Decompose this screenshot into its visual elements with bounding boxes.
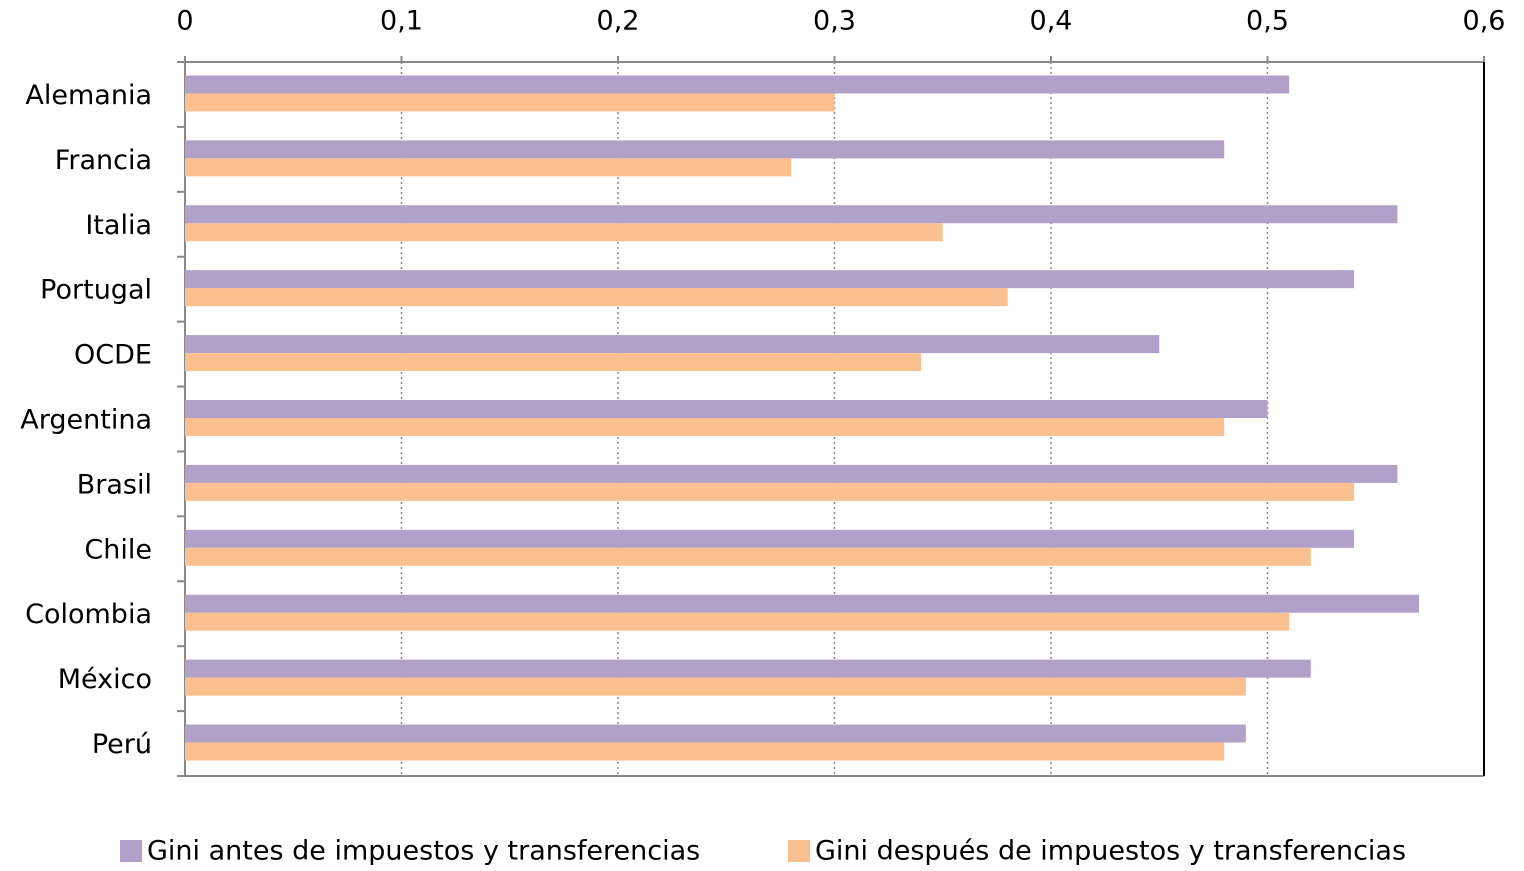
y-tick-label: Italia (85, 210, 152, 241)
bar (185, 270, 1355, 289)
legend-label: Gini después de impuestos y transferenci… (815, 836, 1406, 867)
x-tick-label: 0,4 (1030, 6, 1073, 37)
bar (185, 353, 922, 372)
bar (185, 93, 835, 112)
y-tick-label: México (58, 664, 152, 695)
y-tick-label: Perú (92, 729, 152, 760)
bar (185, 140, 1225, 159)
bar (185, 400, 1268, 418)
y-tick-label: Chile (84, 534, 152, 565)
x-tick-label: 0,2 (597, 6, 640, 37)
bar (185, 547, 1311, 566)
bar (185, 482, 1355, 501)
bar (185, 677, 1246, 696)
x-tick-label: 0,6 (1463, 6, 1506, 37)
bar (185, 288, 1008, 307)
bar (185, 223, 943, 242)
bar (185, 529, 1355, 548)
y-tick-label: Argentina (20, 405, 152, 436)
bar (185, 418, 1225, 436)
x-tick-label: 0,5 (1246, 6, 1289, 37)
bar (185, 742, 1225, 761)
y-tick-label: Francia (55, 145, 152, 176)
bar (185, 659, 1311, 678)
x-tick-label: 0,3 (813, 6, 856, 37)
legend-swatch (788, 840, 810, 862)
legend-swatch (120, 840, 142, 862)
bar (185, 594, 1420, 613)
bar (185, 724, 1246, 743)
y-tick-label: Alemania (25, 80, 152, 111)
y-tick-label: Colombia (25, 599, 152, 630)
bar (185, 612, 1290, 631)
y-tick-label: Brasil (77, 469, 152, 500)
bar (185, 464, 1398, 483)
y-tick-label: Portugal (40, 275, 152, 306)
bar (185, 158, 792, 177)
x-tick-label: 0,1 (380, 6, 423, 37)
bar (185, 75, 1290, 94)
x-tick-label: 0 (176, 6, 193, 37)
y-tick-label: OCDE (74, 340, 152, 371)
bar (185, 335, 1160, 354)
legend-label: Gini antes de impuestos y transferencias (147, 836, 700, 867)
bar (185, 205, 1398, 224)
